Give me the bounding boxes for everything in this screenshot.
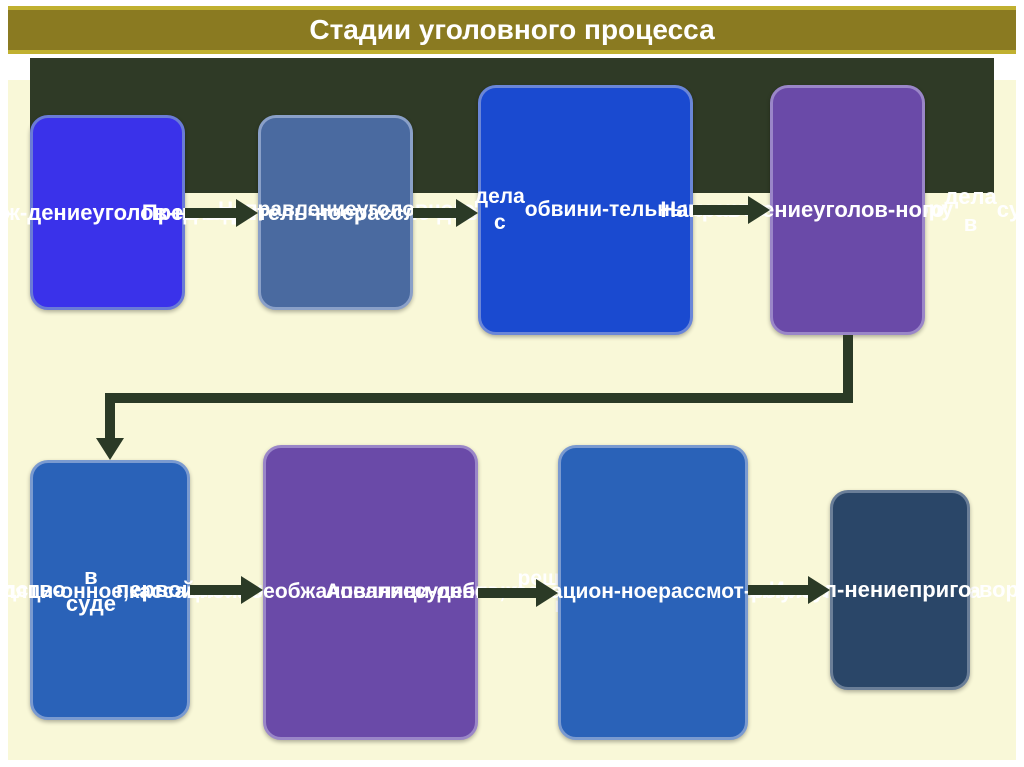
- node-text-line: суд: [997, 196, 1024, 224]
- node-text-line: онное,: [60, 579, 129, 605]
- node-text-line: Апелляци-: [325, 579, 436, 605]
- arrow-shaft: [105, 393, 115, 441]
- arrow-shaft: [105, 393, 853, 403]
- node-text-line: рассмот-: [658, 579, 751, 605]
- arrow-head: [241, 576, 263, 604]
- diagram-canvas: Стадии уголовного процесса Возбуж-дение у…: [0, 0, 1024, 767]
- arrow-head: [536, 579, 558, 607]
- arrow-shaft: [693, 205, 748, 215]
- title-bar: Стадии уголовного процесса: [8, 6, 1016, 54]
- page-title: Стадии уголовного процесса: [309, 14, 714, 46]
- node-text-line: ного: [895, 196, 944, 224]
- node-text-line: вора: [979, 576, 1024, 604]
- flow-node-n8: Испол-нениеприго-вора: [830, 490, 970, 690]
- flow-node-n4: Направ-лениеуголов-ногодела всуд: [770, 85, 925, 335]
- arrow-head: [96, 438, 124, 460]
- arrow-shaft: [413, 208, 456, 218]
- node-text-line: обвини-: [525, 197, 609, 223]
- arrow-head: [748, 196, 770, 224]
- node-text-line: Возбуж-: [0, 199, 27, 227]
- node-text-line: дение: [27, 199, 92, 227]
- arrow-head: [456, 199, 478, 227]
- arrow-shaft: [190, 585, 241, 595]
- node-text-line: приго-: [909, 576, 979, 604]
- node-text-line: Апелляци-: [0, 579, 60, 605]
- node-text-line: дела с: [475, 184, 525, 237]
- flow-node-n7: Апелляци-онное,кассацион-ноерассмот-рени…: [558, 445, 748, 740]
- arrow-head: [236, 199, 258, 227]
- arrow-shaft: [185, 208, 236, 218]
- node-text-line: дела в: [944, 183, 996, 238]
- arrow-shaft: [478, 588, 536, 598]
- arrow-shaft: [748, 585, 808, 595]
- arrow-head: [808, 576, 830, 604]
- node-text-line: уголов-: [813, 196, 895, 224]
- node-text-line: ное: [621, 579, 658, 605]
- node-text-line: нение: [844, 576, 909, 604]
